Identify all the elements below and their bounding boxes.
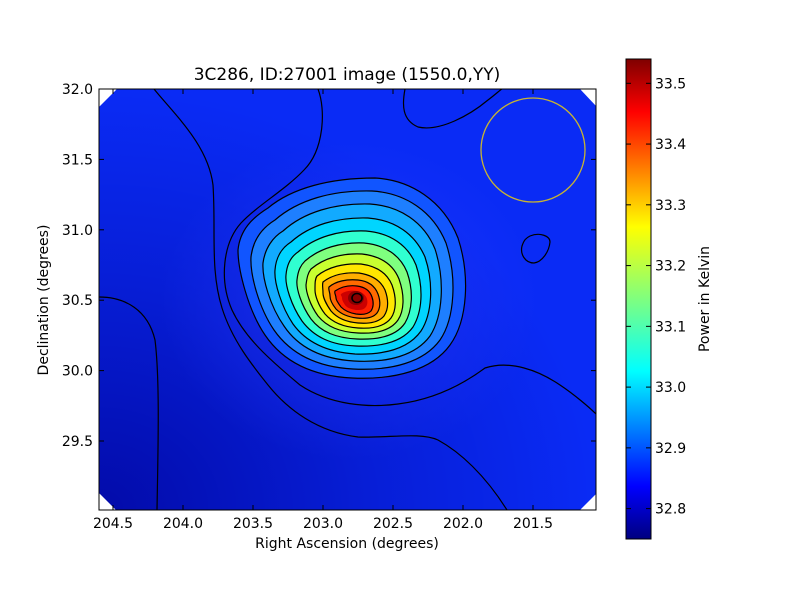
colorbar-ticks: 32.8 32.9 33.0 33.1 33.2 33.3 33.4 33.5	[626, 76, 686, 518]
contour-line-peak	[351, 292, 363, 304]
colorbar-tick-label: 33.0	[655, 380, 686, 396]
contour-line	[321, 272, 389, 324]
contour-line	[402, 89, 503, 129]
contour-line	[223, 89, 596, 415]
colorbar-tick-label: 32.9	[655, 441, 686, 457]
colorbar-tick-label: 33.3	[655, 198, 686, 214]
contour-line	[99, 296, 159, 510]
colorbar-tick-label: 32.8	[655, 502, 686, 518]
y-tick-label: 32.0	[62, 82, 93, 98]
x-tick-label: 203.0	[303, 516, 343, 532]
corner-mask	[580, 89, 596, 106]
contour-line	[274, 217, 432, 355]
colorbar-gradient	[625, 58, 652, 540]
y-tick-label: 31.0	[62, 223, 93, 239]
contour-line	[262, 203, 442, 362]
beam-circle	[480, 97, 586, 203]
contour-line	[153, 89, 508, 510]
colorbar: 32.8 32.9 33.0 33.1 33.2 33.3 33.4 33.5 Power i…	[625, 58, 713, 540]
x-tick-label: 202.5	[373, 516, 413, 532]
colorbar-label: Power in Kelvin	[697, 246, 713, 352]
corner-mask	[580, 494, 596, 510]
contour-line	[305, 253, 404, 334]
colorbar-tick-label: 33.4	[655, 137, 686, 153]
contour-line	[520, 233, 551, 264]
x-tick-label: 204.0	[163, 516, 203, 532]
x-axis-label: Right Ascension (degrees)	[255, 536, 439, 552]
x-axis-ticks: 204.5 204.0 203.5 203.0 202.5 202.0 201.5	[93, 89, 553, 532]
contour-line	[334, 285, 374, 315]
colorbar-tick-label: 33.2	[655, 259, 686, 275]
y-tick-label: 29.5	[62, 434, 93, 450]
x-tick-label: 203.5	[233, 516, 273, 532]
x-tick-label: 201.5	[513, 516, 553, 532]
contour-line	[328, 279, 381, 319]
contour-line	[250, 190, 454, 370]
plot-area	[99, 89, 596, 510]
y-tick-label: 31.5	[62, 152, 93, 168]
contour-line	[296, 242, 412, 340]
y-tick-label: 30.0	[62, 364, 93, 380]
contour-line	[237, 177, 467, 379]
plot-frame	[98, 88, 597, 511]
y-axis-ticks: 29.5 30.0 30.5 31.0 31.5 32.0	[62, 82, 596, 450]
contour-line	[285, 230, 422, 347]
y-axis-label: Declination (degrees)	[36, 225, 52, 376]
chart-title: 3C286, ID:27001 image (1550.0,YY)	[194, 65, 501, 85]
colorbar-tick-label: 33.5	[655, 76, 686, 92]
x-tick-label: 204.5	[93, 516, 133, 532]
x-tick-label: 202.0	[443, 516, 483, 532]
contour-lines	[99, 89, 596, 510]
contour-line	[314, 263, 396, 329]
y-tick-label: 30.5	[62, 293, 93, 309]
corner-mask	[99, 493, 116, 510]
colorbar-tick-label: 33.1	[655, 319, 686, 335]
